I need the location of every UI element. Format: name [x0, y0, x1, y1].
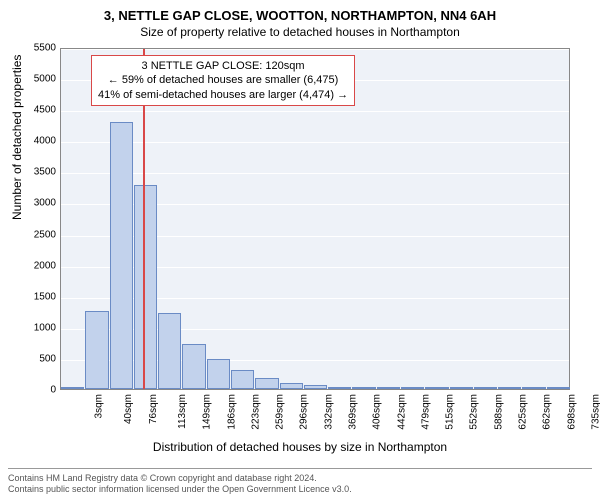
x-tick-label: 369sqm: [348, 394, 359, 430]
y-tick-label: 4500: [16, 105, 56, 116]
annotation-line1: 3 NETTLE GAP CLOSE: 120sqm: [98, 59, 348, 73]
histogram-bar: [425, 387, 448, 389]
x-tick-label: 223sqm: [250, 394, 261, 430]
grid-line: [61, 391, 569, 392]
x-tick-label: 698sqm: [566, 394, 577, 430]
chart-footer: Contains HM Land Registry data © Crown c…: [8, 468, 592, 496]
histogram-bar: [328, 387, 351, 389]
histogram-bar: [547, 387, 570, 389]
histogram-bar: [158, 313, 181, 389]
x-tick-label: 625sqm: [518, 394, 529, 430]
histogram-bar: [231, 370, 254, 389]
x-tick-label: 735sqm: [590, 394, 600, 430]
x-tick-label: 515sqm: [445, 394, 456, 430]
grid-line: [61, 49, 569, 50]
plot-area: 3 NETTLE GAP CLOSE: 120sqm← 59% of detac…: [60, 48, 570, 390]
annotation-line3: 41% of semi-detached houses are larger (…: [98, 88, 348, 102]
histogram-bar: [450, 387, 473, 389]
histogram-bar: [207, 359, 230, 389]
x-tick-label: 552sqm: [469, 394, 480, 430]
footer-line-1: Contains HM Land Registry data © Crown c…: [8, 473, 592, 485]
histogram-bar: [401, 387, 424, 389]
histogram-bar: [182, 344, 205, 389]
histogram-bar: [474, 387, 497, 389]
histogram-bar: [304, 385, 327, 389]
histogram-bar: [377, 387, 400, 389]
grid-line: [61, 111, 569, 112]
y-tick-label: 5000: [16, 74, 56, 85]
x-tick-label: 76sqm: [148, 394, 159, 424]
y-tick-label: 2000: [16, 260, 56, 271]
histogram-bar: [85, 311, 108, 389]
y-tick-label: 3000: [16, 198, 56, 209]
y-tick-label: 500: [16, 353, 56, 364]
chart-title-sub: Size of property relative to detached ho…: [0, 23, 600, 39]
x-tick-label: 479sqm: [420, 394, 431, 430]
footer-line-2: Contains public sector information licen…: [8, 484, 592, 496]
x-tick-label: 149sqm: [202, 394, 213, 430]
histogram-bar: [110, 122, 133, 389]
histogram-bar: [280, 383, 303, 389]
x-tick-label: 442sqm: [396, 394, 407, 430]
histogram-bar: [498, 387, 521, 389]
histogram-bar: [61, 387, 84, 389]
histogram-bar: [352, 387, 375, 389]
y-tick-label: 4000: [16, 136, 56, 147]
x-tick-label: 40sqm: [123, 394, 134, 424]
x-tick-label: 3sqm: [94, 394, 105, 418]
y-tick-label: 1500: [16, 291, 56, 302]
x-tick-label: 186sqm: [226, 394, 237, 430]
histogram-bar: [134, 185, 157, 389]
y-tick-label: 0: [16, 385, 56, 396]
x-tick-label: 113sqm: [177, 394, 188, 429]
histogram-bar: [522, 387, 545, 389]
y-tick-label: 1000: [16, 322, 56, 333]
x-axis-label: Distribution of detached houses by size …: [0, 440, 600, 454]
x-tick-label: 332sqm: [323, 394, 334, 430]
annotation-box: 3 NETTLE GAP CLOSE: 120sqm← 59% of detac…: [91, 55, 355, 106]
x-tick-label: 406sqm: [372, 394, 383, 430]
x-tick-label: 296sqm: [299, 394, 310, 430]
grid-line: [61, 173, 569, 174]
y-tick-label: 2500: [16, 229, 56, 240]
y-tick-label: 3500: [16, 167, 56, 178]
histogram-bar: [255, 378, 278, 389]
chart-title-main: 3, NETTLE GAP CLOSE, WOOTTON, NORTHAMPTO…: [0, 0, 600, 23]
y-tick-label: 5500: [16, 43, 56, 54]
x-tick-label: 662sqm: [542, 394, 553, 430]
x-tick-label: 588sqm: [493, 394, 504, 430]
x-tick-label: 259sqm: [275, 394, 286, 430]
grid-line: [61, 142, 569, 143]
annotation-line2: ← 59% of detached houses are smaller (6,…: [98, 73, 348, 87]
